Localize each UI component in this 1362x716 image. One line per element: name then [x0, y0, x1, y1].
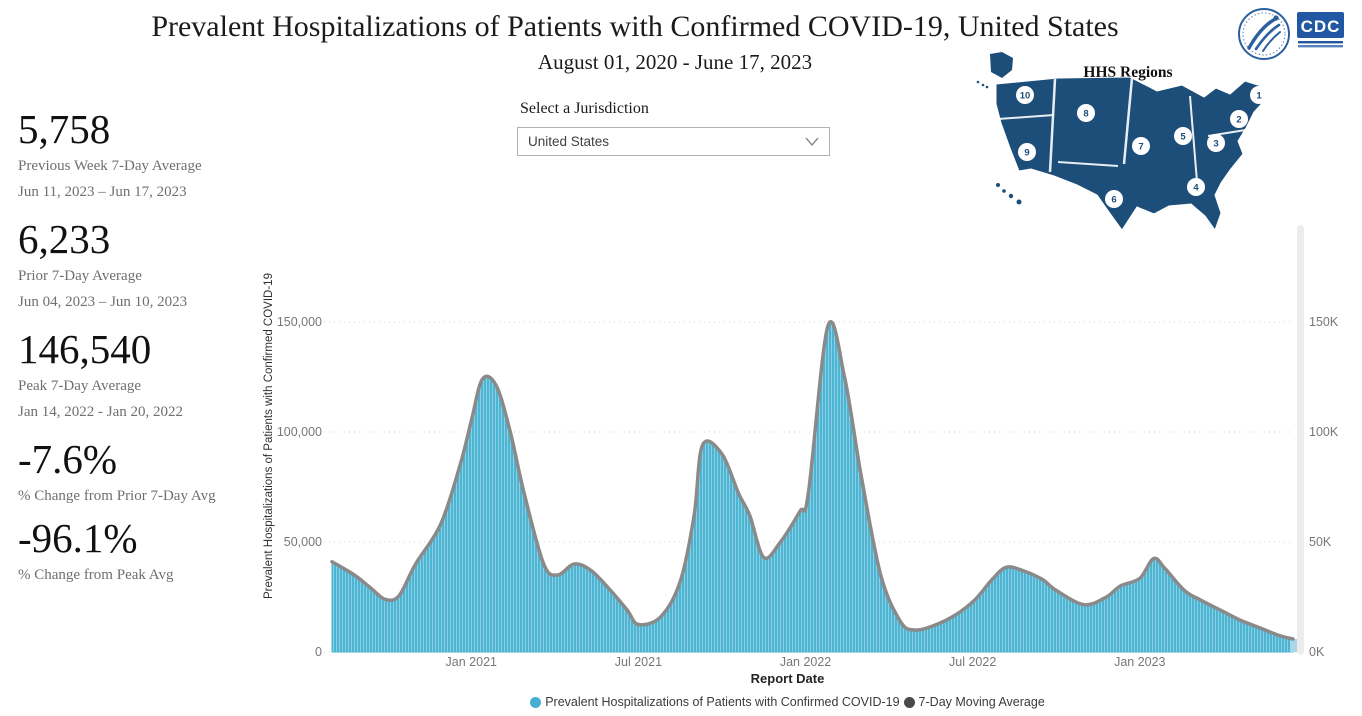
x-tick-label: Jul 2021	[615, 655, 662, 669]
legend-item-hospitalizations[interactable]: Prevalent Hospitalizations of Patients w…	[530, 695, 899, 709]
page-title: Prevalent Hospitalizations of Patients w…	[0, 10, 1270, 44]
stat-label: Prior 7-Day Average	[18, 268, 268, 285]
legend-label: 7-Day Moving Average	[919, 695, 1045, 709]
jurisdiction-label: Select a Jurisdiction	[520, 100, 649, 118]
legend-dot-blue-icon	[530, 697, 541, 708]
stat-value: -96.1%	[18, 515, 268, 561]
aleutian-dot	[986, 86, 989, 89]
region-7-number: 7	[1138, 142, 1143, 153]
region-5-number: 5	[1180, 132, 1186, 143]
hawaii-shape[interactable]	[1017, 200, 1022, 205]
region-8-number: 8	[1083, 109, 1088, 120]
y-tick-label-left: 50,000	[284, 535, 322, 549]
legend-label: Prevalent Hospitalizations of Patients w…	[545, 695, 899, 709]
y-tick-label-right: 50K	[1309, 535, 1332, 549]
cdc-logo-text: CDC	[1301, 17, 1341, 36]
stat-label: % Change from Prior 7-Day Avg	[18, 488, 268, 505]
y-tick-label-right: 0K	[1309, 645, 1325, 659]
stat-value: 5,758	[18, 106, 268, 152]
x-tick-label: Jul 2022	[949, 655, 996, 669]
hawaii-shape[interactable]	[996, 183, 1000, 187]
region-6-number: 6	[1111, 195, 1116, 206]
y-tick-label-left: 100,000	[277, 425, 322, 439]
stat-label: % Change from Peak Avg	[18, 567, 268, 584]
chevron-down-icon	[805, 137, 819, 146]
hawaii-shape[interactable]	[1009, 194, 1013, 198]
x-axis-title: Report Date	[265, 671, 1310, 686]
stat-change-peak: -96.1% % Change from Peak Avg	[18, 515, 268, 584]
area-series[interactable]	[332, 322, 1293, 652]
x-tick-label: Jan 2022	[780, 655, 831, 669]
stat-value: 146,540	[18, 326, 268, 372]
stat-value: -7.6%	[18, 436, 268, 482]
aleutian-dot	[982, 84, 985, 87]
stat-peak: 146,540 Peak 7-Day Average Jan 14, 2022 …	[18, 326, 268, 421]
legend-dot-gray-icon	[904, 697, 915, 708]
region-9-number: 9	[1024, 148, 1029, 159]
jurisdiction-dropdown[interactable]: United States	[517, 127, 830, 156]
hhs-regions-map[interactable]: HHS Regions 12345678910	[958, 44, 1292, 240]
y-tick-label-left: 150,000	[277, 315, 322, 329]
region-2-number: 2	[1236, 115, 1241, 126]
cdc-logo[interactable]: CDC	[1297, 12, 1347, 52]
alaska-shape[interactable]	[990, 52, 1013, 78]
jurisdiction-selected-value: United States	[528, 134, 805, 149]
chart-legend: Prevalent Hospitalizations of Patients w…	[245, 695, 1330, 709]
chart-scrollbar[interactable]	[1297, 225, 1304, 655]
y-tick-label-right: 100K	[1309, 425, 1339, 439]
x-tick-label: Jan 2021	[446, 655, 497, 669]
stat-change-prior: -7.6% % Change from Prior 7-Day Avg	[18, 436, 268, 505]
stat-prior-week: 6,233 Prior 7-Day Average Jun 04, 2023 –…	[18, 216, 268, 311]
region-3-number: 3	[1213, 139, 1218, 150]
hospitalizations-chart[interactable]: 0 0K 50,000 50K 100,000 100K 150,000 150K Jan 20…	[265, 218, 1362, 673]
region-1-number: 1	[1256, 91, 1262, 102]
aleutian-dot	[977, 81, 980, 84]
stat-value: 6,233	[18, 216, 268, 262]
region-4-number: 4	[1193, 183, 1199, 194]
stat-dates: Jan 14, 2022 - Jan 20, 2022	[18, 404, 268, 421]
legend-item-moving-average[interactable]: 7-Day Moving Average	[904, 695, 1045, 709]
y-tick-label-left: 0	[315, 645, 322, 659]
stat-dates: Jun 04, 2023 – Jun 10, 2023	[18, 294, 268, 311]
us-map-shape[interactable]	[996, 77, 1267, 230]
x-tick-label: Jan 2023	[1114, 655, 1165, 669]
y-tick-label-right: 150K	[1309, 315, 1339, 329]
hawaii-shape[interactable]	[1002, 189, 1006, 193]
stat-dates: Jun 11, 2023 – Jun 17, 2023	[18, 184, 268, 201]
stat-previous-week: 5,758 Previous Week 7-Day Average Jun 11…	[18, 106, 268, 201]
stat-label: Previous Week 7-Day Average	[18, 158, 268, 175]
stat-label: Peak 7-Day Average	[18, 378, 268, 395]
region-10-number: 10	[1020, 91, 1031, 102]
stats-panel: 5,758 Previous Week 7-Day Average Jun 11…	[18, 106, 268, 599]
